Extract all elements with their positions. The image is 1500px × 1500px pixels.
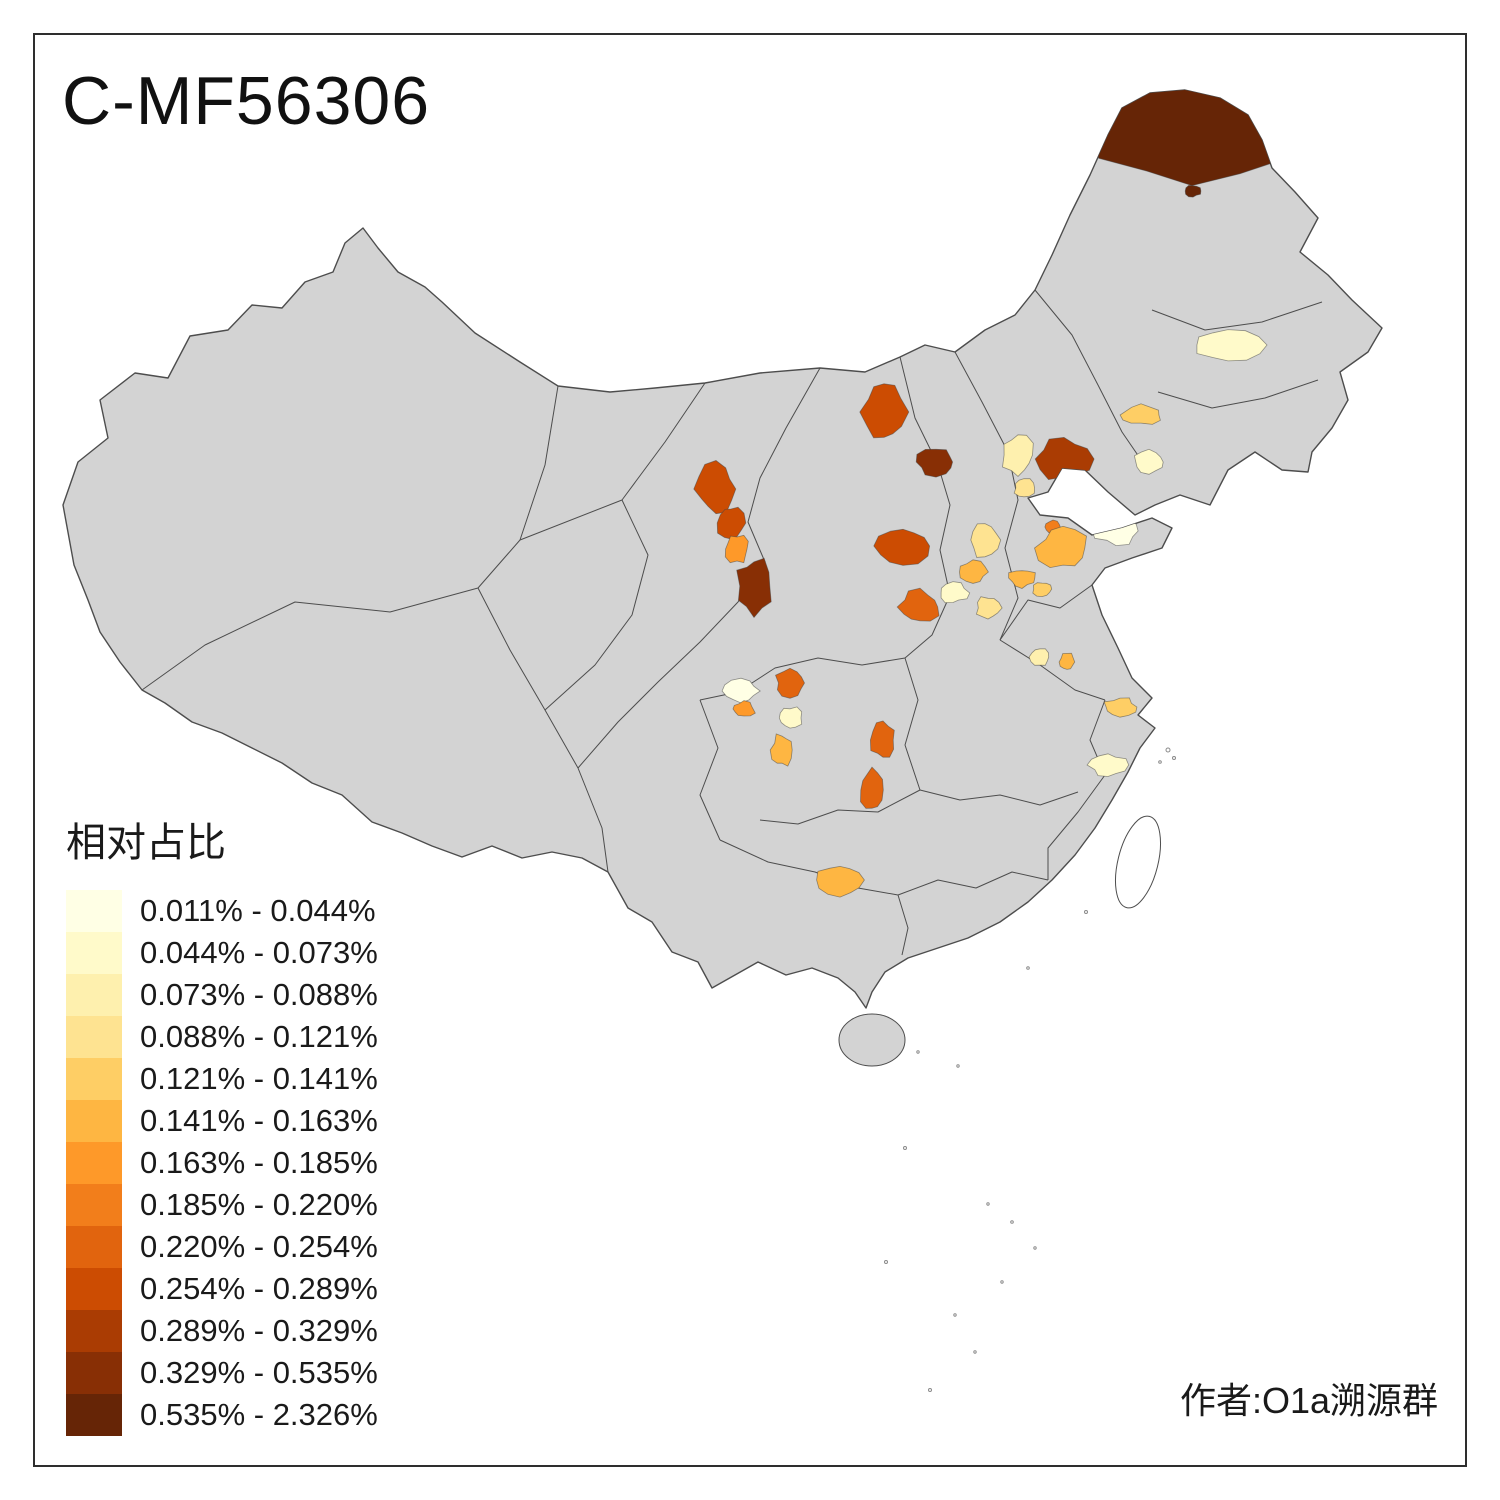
map-patch (1086, 753, 1130, 777)
map-patch (860, 766, 884, 809)
legend-swatch (66, 974, 122, 1016)
legend-item: 0.329% - 0.535% (66, 1352, 378, 1394)
legend-swatch (66, 1226, 122, 1268)
attribution-text: 作者:O1a溯源群 (1179, 1380, 1438, 1421)
legend-range-label: 0.044% - 0.073% (140, 935, 378, 970)
legend: 相对占比 0.011% - 0.044% 0.044% - 0.073% 0.073… (66, 810, 378, 1436)
map-patch (732, 700, 756, 717)
legend-items: 0.011% - 0.044% 0.044% - 0.073% 0.073% - 0… (66, 890, 378, 1436)
legend-item: 0.141% - 0.163% (66, 1100, 378, 1142)
legend-range-label: 0.329% - 0.535% (140, 1355, 378, 1390)
legend-item: 0.163% - 0.185% (66, 1142, 378, 1184)
map-patch (778, 706, 803, 729)
legend-swatch (66, 1058, 122, 1100)
map-patch (1058, 652, 1076, 670)
legend-swatch (66, 1310, 122, 1352)
islands (838, 747, 1176, 1392)
legend-title: 相对占比 (66, 821, 226, 865)
map-patch (959, 559, 989, 584)
legend-item: 0.289% - 0.329% (66, 1310, 378, 1352)
legend-item: 0.088% - 0.121% (66, 1016, 378, 1058)
legend-swatch (66, 1184, 122, 1226)
map-patch (1013, 478, 1036, 498)
legend-item: 0.185% - 0.220% (66, 1184, 378, 1226)
legend-swatch (66, 1100, 122, 1142)
map-patch (769, 733, 793, 767)
map-patch (859, 383, 910, 439)
legend-item: 0.220% - 0.254% (66, 1226, 378, 1268)
map-patch (915, 448, 954, 478)
legend-item: 0.044% - 0.073% (66, 932, 378, 974)
map-patch (1103, 697, 1138, 718)
figure-title: C-MF56306 (62, 63, 431, 139)
map-patch (869, 720, 895, 758)
legend-range-label: 0.535% - 2.326% (140, 1397, 378, 1432)
legend-swatch (66, 1016, 122, 1058)
map-patch (940, 581, 971, 604)
legend-range-label: 0.220% - 0.254% (140, 1229, 378, 1264)
map-patch (736, 557, 772, 619)
legend-range-label: 0.088% - 0.121% (140, 1019, 378, 1054)
hainan-island (838, 1013, 906, 1067)
legend-range-label: 0.011% - 0.044% (140, 893, 376, 928)
legend-item: 0.121% - 0.141% (66, 1058, 378, 1100)
legend-swatch (66, 890, 122, 932)
map-patch (816, 865, 865, 898)
legend-swatch (66, 1142, 122, 1184)
choropleth-patches (693, 90, 1287, 898)
map-patch (1008, 570, 1036, 589)
legend-range-label: 0.163% - 0.185% (140, 1145, 378, 1180)
province-borders (141, 289, 1323, 956)
legend-item: 0.011% - 0.044% (66, 890, 378, 932)
legend-item: 0.254% - 0.289% (66, 1268, 378, 1310)
map-patch (1034, 525, 1087, 569)
legend-item: 0.073% - 0.088% (66, 974, 378, 1016)
map-patch (1184, 184, 1202, 198)
map-patch (1196, 329, 1268, 362)
map-patch (1133, 448, 1164, 475)
legend-swatch (66, 1268, 122, 1310)
legend-range-label: 0.254% - 0.289% (140, 1271, 378, 1306)
legend-range-label: 0.121% - 0.141% (140, 1061, 378, 1096)
map-patch (724, 534, 749, 564)
legend-range-label: 0.141% - 0.163% (140, 1103, 378, 1138)
map-patch (774, 667, 805, 699)
map-patch (716, 506, 747, 540)
legend-item: 0.535% - 2.326% (66, 1394, 378, 1436)
map-patch (873, 528, 931, 566)
legend-range-label: 0.185% - 0.220% (140, 1187, 378, 1222)
legend-range-label: 0.289% - 0.329% (140, 1313, 378, 1348)
map-patch (1002, 434, 1034, 477)
legend-swatch (66, 1394, 122, 1436)
legend-swatch (66, 932, 122, 974)
map-patch (975, 596, 1003, 620)
legend-swatch (66, 1352, 122, 1394)
map-patch (1119, 403, 1161, 425)
legend-range-label: 0.073% - 0.088% (140, 977, 378, 1012)
map-patch (1028, 648, 1050, 666)
taiwan-island (1115, 815, 1161, 909)
map-patch (970, 523, 1002, 558)
map-patch (896, 587, 940, 622)
map-patch (721, 677, 761, 704)
map-patch (1032, 582, 1053, 598)
